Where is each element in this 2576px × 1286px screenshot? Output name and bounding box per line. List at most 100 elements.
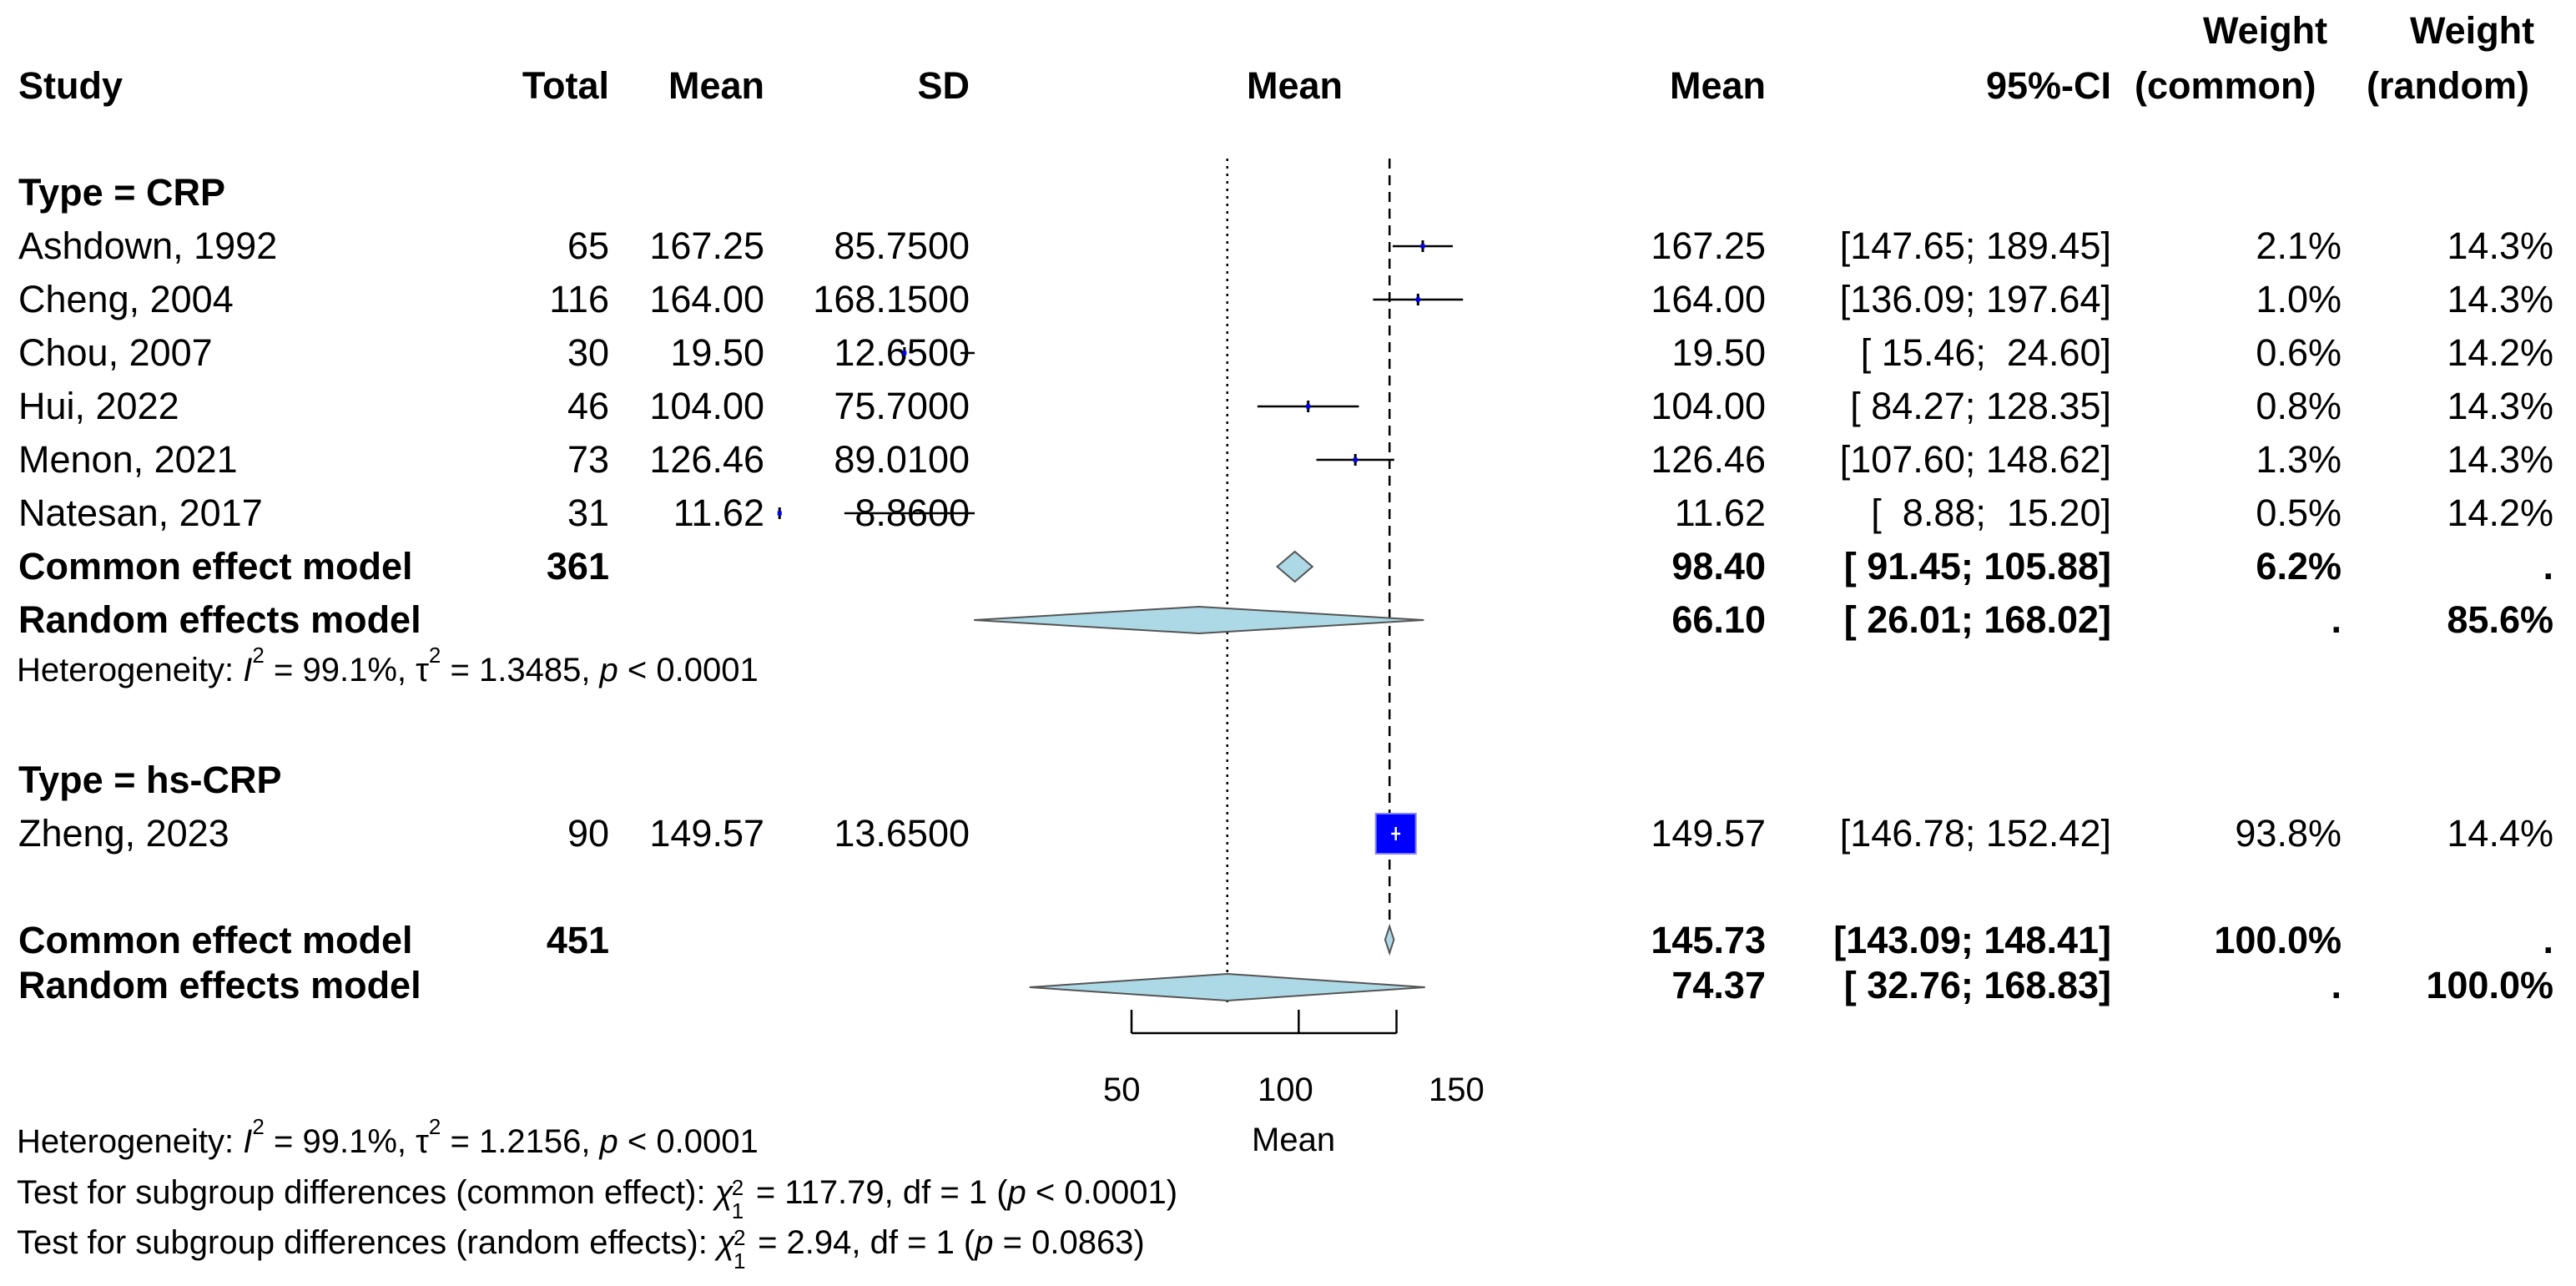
- study-weight-square: [1353, 457, 1358, 462]
- x-tick-label: 100: [1258, 1072, 1313, 1108]
- x-axis-label: Mean: [1252, 1122, 1336, 1158]
- study-mean: 167.25: [649, 224, 764, 267]
- study-weight-common: 0.6%: [2256, 331, 2342, 374]
- pooled-est: 98.40: [1671, 545, 1766, 588]
- pooled-total: 361: [546, 545, 609, 588]
- pooled-ci: [ 91.45; 105.88]: [1843, 545, 2111, 588]
- study-total: 116: [549, 278, 609, 320]
- study-weight-common: 0.8%: [2256, 385, 2342, 427]
- study-mean: 126.46: [649, 438, 764, 481]
- study-est: 104.00: [1651, 385, 1766, 427]
- heterogeneity-crp: Heterogeneity: I2 = 99.1%, τ2 = 1.3485, …: [17, 643, 759, 688]
- pooled-label: Common effect model: [18, 545, 413, 588]
- pooled-ci: [ 32.76; 168.83]: [1843, 964, 2111, 1006]
- header-weight-common-top: Weight: [2203, 9, 2328, 52]
- pooled-weight-common: .: [2331, 964, 2342, 1006]
- study-name: Cheng, 2004: [18, 278, 234, 320]
- study-ci: [147.65; 189.45]: [1839, 224, 2111, 267]
- header-mean: Mean: [668, 64, 764, 107]
- study-sd: 75.7000: [834, 385, 970, 427]
- study-ci: [ 15.46; 24.60]: [1860, 331, 2111, 374]
- study-weight-square: [1374, 813, 1417, 855]
- study-est: 167.25: [1651, 224, 1766, 267]
- study-sd: 85.7500: [834, 224, 970, 267]
- study-total: 46: [567, 385, 609, 427]
- study-weight-square: [1306, 404, 1311, 409]
- study-ci: [ 84.27; 128.35]: [1850, 385, 2111, 427]
- pooled-est: 145.73: [1651, 919, 1766, 961]
- study-weight-common: 2.1%: [2256, 224, 2342, 267]
- study-sd: 89.0100: [834, 438, 970, 481]
- study-weight-common: 1.3%: [2256, 438, 2342, 481]
- study-name: Zheng, 2023: [18, 812, 229, 855]
- study-name: Menon, 2021: [18, 438, 238, 481]
- test-subgroup-random: Test for subgroup differences (random ef…: [17, 1224, 1145, 1273]
- pooled-ci: [143.09; 148.41]: [1833, 919, 2111, 961]
- study-weight-random: 14.2%: [2447, 492, 2553, 534]
- study-weight-random: 14.3%: [2447, 224, 2553, 267]
- study-ci: [146.78; 152.42]: [1839, 812, 2111, 855]
- study-ci: [107.60; 148.62]: [1839, 438, 2111, 481]
- study-weight-common: 93.8%: [2235, 812, 2342, 855]
- study-name: Ashdown, 1992: [18, 224, 278, 267]
- study-est: 11.62: [1674, 492, 1766, 534]
- x-tick-label: 150: [1429, 1072, 1485, 1108]
- study-weight-square: [902, 350, 907, 356]
- heterogeneity-overall: Heterogeneity: I2 = 99.1%, τ2 = 1.2156, …: [17, 1114, 759, 1160]
- study-total: 90: [567, 812, 609, 855]
- study-ci: [ 8.88; 15.20]: [1871, 492, 2111, 534]
- pooled-est: 74.37: [1671, 964, 1766, 1006]
- study-sd: 13.6500: [834, 812, 970, 855]
- x-tick-label: 50: [1103, 1072, 1141, 1108]
- pooled-weight-random: 100.0%: [2426, 964, 2553, 1006]
- subgroup-label-hscrp: Type = hs-CRP: [18, 759, 282, 801]
- header-est-mean: Mean: [1669, 64, 1766, 107]
- study-est: 149.57: [1651, 812, 1766, 855]
- study-total: 73: [567, 438, 609, 481]
- pooled-diamond: [1384, 923, 1395, 956]
- study-name: Hui, 2022: [18, 385, 179, 427]
- header-ci: 95%-CI: [1985, 64, 2111, 107]
- header-plot-mean: Mean: [1247, 64, 1343, 107]
- pooled-diamond: [1275, 550, 1314, 583]
- header-sd: SD: [917, 64, 970, 107]
- pooled-weight-common: 6.2%: [2256, 545, 2342, 588]
- study-weight-random: 14.2%: [2447, 331, 2553, 374]
- study-weight-random: 14.3%: [2447, 385, 2553, 427]
- header-total: Total: [522, 64, 609, 107]
- pooled-weight-random: .: [2543, 919, 2553, 961]
- study-weight-common: 1.0%: [2256, 278, 2342, 320]
- pooled-weight-common: 100.0%: [2214, 919, 2342, 961]
- study-weight-square: [1420, 244, 1425, 249]
- pooled-label: Common effect model: [18, 919, 413, 961]
- study-weight-random: 14.3%: [2447, 278, 2553, 320]
- study-total: 31: [567, 492, 609, 534]
- study-mean: 149.57: [649, 812, 764, 855]
- study-weight-square: [777, 511, 782, 516]
- pooled-diamond: [1029, 972, 1425, 1002]
- test-subgroup-common: Test for subgroup differences (common ef…: [17, 1174, 1178, 1223]
- study-weight-random: 14.4%: [2447, 812, 2553, 855]
- header-weight-random-top: Weight: [2410, 9, 2535, 52]
- study-sd: 168.1500: [813, 278, 970, 320]
- study-mean: 11.62: [673, 492, 764, 534]
- subgroup-label-crp: Type = CRP: [18, 171, 225, 214]
- pooled-diamond: [974, 605, 1424, 635]
- pooled-total: 451: [546, 919, 609, 961]
- pooled-weight-common: .: [2331, 598, 2342, 641]
- header-weight-random-bot: (random): [2367, 64, 2529, 107]
- study-total: 65: [567, 224, 609, 267]
- pooled-label: Random effects model: [18, 964, 421, 1006]
- pooled-weight-random: .: [2543, 545, 2553, 588]
- study-mean: 104.00: [649, 385, 764, 427]
- study-weight-random: 14.3%: [2447, 438, 2553, 481]
- header-study: Study: [18, 64, 124, 107]
- study-total: 30: [567, 331, 609, 374]
- pooled-label: Random effects model: [18, 598, 421, 641]
- study-ci: [136.09; 197.64]: [1839, 278, 2111, 320]
- study-est: 19.50: [1671, 331, 1766, 374]
- study-est: 164.00: [1651, 278, 1766, 320]
- study-weight-square: [1415, 297, 1420, 302]
